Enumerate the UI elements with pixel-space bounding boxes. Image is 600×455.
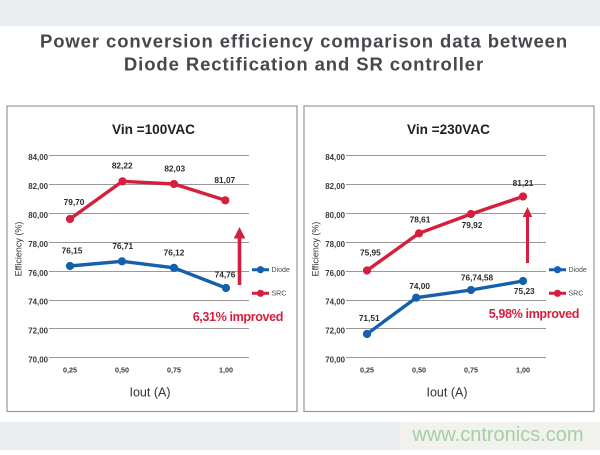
svg-text:79,92: 79,92: [462, 220, 483, 230]
svg-text:79,70: 79,70: [64, 197, 85, 207]
svg-text:Power conversion efficiency co: Power conversion efficiency comparison d…: [40, 31, 568, 52]
svg-text:0,75: 0,75: [167, 366, 181, 375]
svg-text:75,95: 75,95: [360, 247, 381, 257]
svg-text:70,00: 70,00: [325, 356, 345, 365]
svg-text:78,00: 78,00: [325, 240, 345, 249]
svg-text:82,00: 82,00: [325, 182, 345, 191]
svg-text:84,00: 84,00: [325, 153, 345, 162]
svg-text:76,00: 76,00: [28, 269, 48, 278]
svg-text:74,76: 74,76: [215, 270, 236, 280]
svg-text:1,00: 1,00: [219, 366, 233, 375]
svg-text:Vin =230VAC: Vin =230VAC: [407, 122, 490, 137]
svg-text:74,00: 74,00: [409, 281, 430, 291]
svg-text:Diode: Diode: [272, 267, 290, 274]
svg-text:75,23: 75,23: [514, 286, 535, 296]
svg-text:Diode Rectification and SR con: Diode Rectification and SR controller: [124, 54, 484, 75]
svg-text:5,98% improved: 5,98% improved: [489, 307, 579, 321]
svg-text:81,07: 81,07: [214, 175, 235, 185]
svg-text:72,00: 72,00: [28, 327, 48, 336]
svg-text:76,00: 76,00: [325, 269, 345, 278]
svg-text:78,00: 78,00: [28, 240, 48, 249]
svg-text:76,74,58: 76,74,58: [461, 273, 494, 283]
svg-text:72,00: 72,00: [325, 327, 345, 336]
svg-text:82,00: 82,00: [28, 182, 48, 191]
svg-text:Efficiency (%): Efficiency (%): [311, 222, 321, 277]
svg-text:Iout (A): Iout (A): [130, 386, 171, 400]
svg-text:78,61: 78,61: [410, 215, 431, 225]
svg-text:0,75: 0,75: [464, 366, 478, 375]
svg-text:82,22: 82,22: [112, 161, 133, 171]
svg-text:80,00: 80,00: [28, 211, 48, 220]
svg-text:80,00: 80,00: [325, 211, 345, 220]
svg-text:84,00: 84,00: [28, 153, 48, 162]
svg-text:1,00: 1,00: [516, 366, 530, 375]
svg-text:Vin =100VAC: Vin =100VAC: [112, 122, 195, 137]
svg-text:71,51: 71,51: [359, 313, 380, 323]
svg-text:70,00: 70,00: [28, 356, 48, 365]
svg-text:76,71: 76,71: [112, 241, 133, 251]
svg-text:0,25: 0,25: [63, 366, 77, 375]
svg-text:Iout (A): Iout (A): [427, 386, 468, 400]
svg-text:SRC: SRC: [272, 291, 287, 298]
svg-text:Diode: Diode: [569, 267, 587, 274]
svg-text:0,25: 0,25: [360, 366, 374, 375]
svg-text:81,21: 81,21: [513, 178, 534, 188]
svg-text:76,15: 76,15: [62, 245, 83, 255]
svg-text:74,00: 74,00: [325, 298, 345, 307]
svg-text:www.cntronics.com: www.cntronics.com: [411, 424, 583, 446]
svg-text:Efficiency (%): Efficiency (%): [14, 222, 24, 277]
svg-text:82,03: 82,03: [164, 163, 185, 173]
svg-text:0,50: 0,50: [115, 366, 129, 375]
svg-text:74,00: 74,00: [28, 298, 48, 307]
svg-text:0,50: 0,50: [412, 366, 426, 375]
svg-text:76,12: 76,12: [164, 248, 185, 258]
svg-text:SRC: SRC: [569, 291, 584, 298]
svg-text:6,31% improved: 6,31% improved: [193, 310, 283, 324]
